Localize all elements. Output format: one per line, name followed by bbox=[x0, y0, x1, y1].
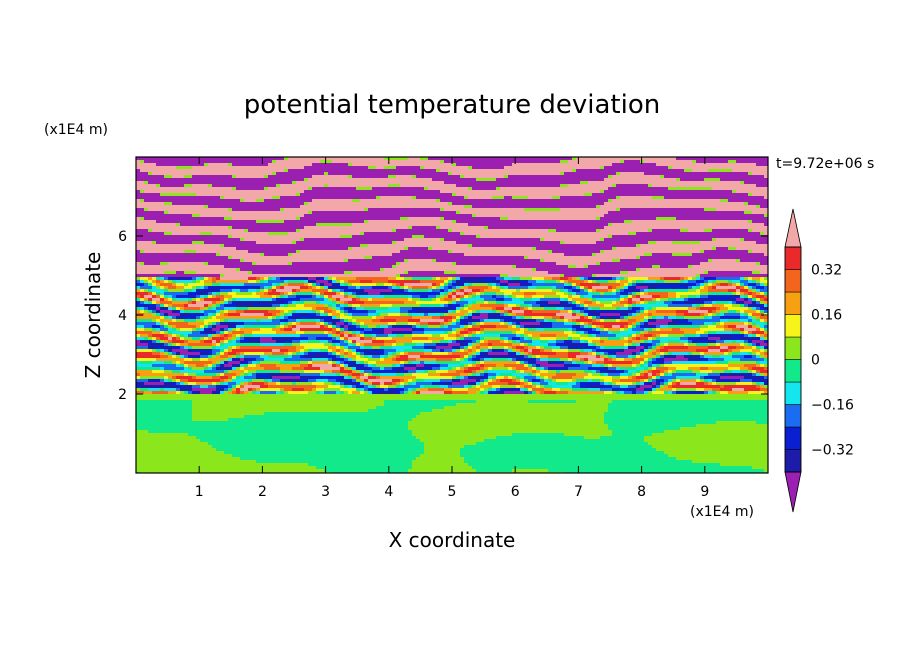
y-axis-label: Z coordinate bbox=[81, 252, 105, 379]
y-tick-label: 6 bbox=[118, 229, 127, 245]
y-tick-label: 2 bbox=[118, 387, 127, 403]
colorbar-segment bbox=[784, 269, 802, 293]
x-unit-label: (x1E4 m) bbox=[690, 504, 754, 520]
colorbar-tick-label: 0.16 bbox=[811, 308, 842, 324]
colorbar-segment bbox=[784, 426, 802, 450]
colorbar-tick-label: 0 bbox=[811, 353, 820, 369]
x-tick-label: 7 bbox=[574, 484, 583, 500]
colorbar-segment bbox=[784, 314, 802, 338]
colorbar-frame bbox=[784, 246, 802, 473]
x-axis: 1 2 3 4 5 6 7 8 9 bbox=[195, 157, 709, 500]
x-tick-label: 9 bbox=[700, 484, 709, 500]
chart-title: potential temperature deviation bbox=[244, 90, 660, 120]
colorbar-segment bbox=[784, 381, 802, 405]
colorbar-segment bbox=[784, 404, 802, 428]
y-axis: 2 4 6 bbox=[118, 229, 768, 403]
colorbar-segment bbox=[784, 359, 802, 383]
x-tick-label: 8 bbox=[637, 484, 646, 500]
colorbar-segment bbox=[784, 291, 802, 315]
x-tick-label: 5 bbox=[448, 484, 457, 500]
time-label: t=9.72e+06 s bbox=[776, 156, 874, 172]
y-unit-label: (x1E4 m) bbox=[44, 122, 108, 138]
y-tick-label: 4 bbox=[118, 308, 127, 324]
colorbar-tick-label: 0.32 bbox=[811, 263, 842, 279]
colorbar-extend-max bbox=[784, 208, 802, 248]
x-tick-label: 3 bbox=[321, 484, 330, 500]
colorbar-segment bbox=[784, 246, 802, 270]
x-tick-label: 2 bbox=[258, 484, 267, 500]
heatmap-field bbox=[136, 157, 768, 473]
x-tick-label: 4 bbox=[384, 484, 393, 500]
x-tick-label: 6 bbox=[511, 484, 520, 500]
colorbar-tick-label: −0.32 bbox=[811, 443, 854, 459]
colorbar-extend-min bbox=[784, 471, 802, 513]
x-tick-label: 1 bbox=[195, 484, 204, 500]
colorbar-segment bbox=[784, 336, 802, 360]
colorbar: 0.32 0.16 0 −0.16 −0.32 bbox=[784, 208, 854, 513]
x-axis-label: X coordinate bbox=[389, 528, 516, 552]
colorbar-segment bbox=[784, 449, 802, 473]
colorbar-tick-label: −0.16 bbox=[811, 398, 854, 414]
